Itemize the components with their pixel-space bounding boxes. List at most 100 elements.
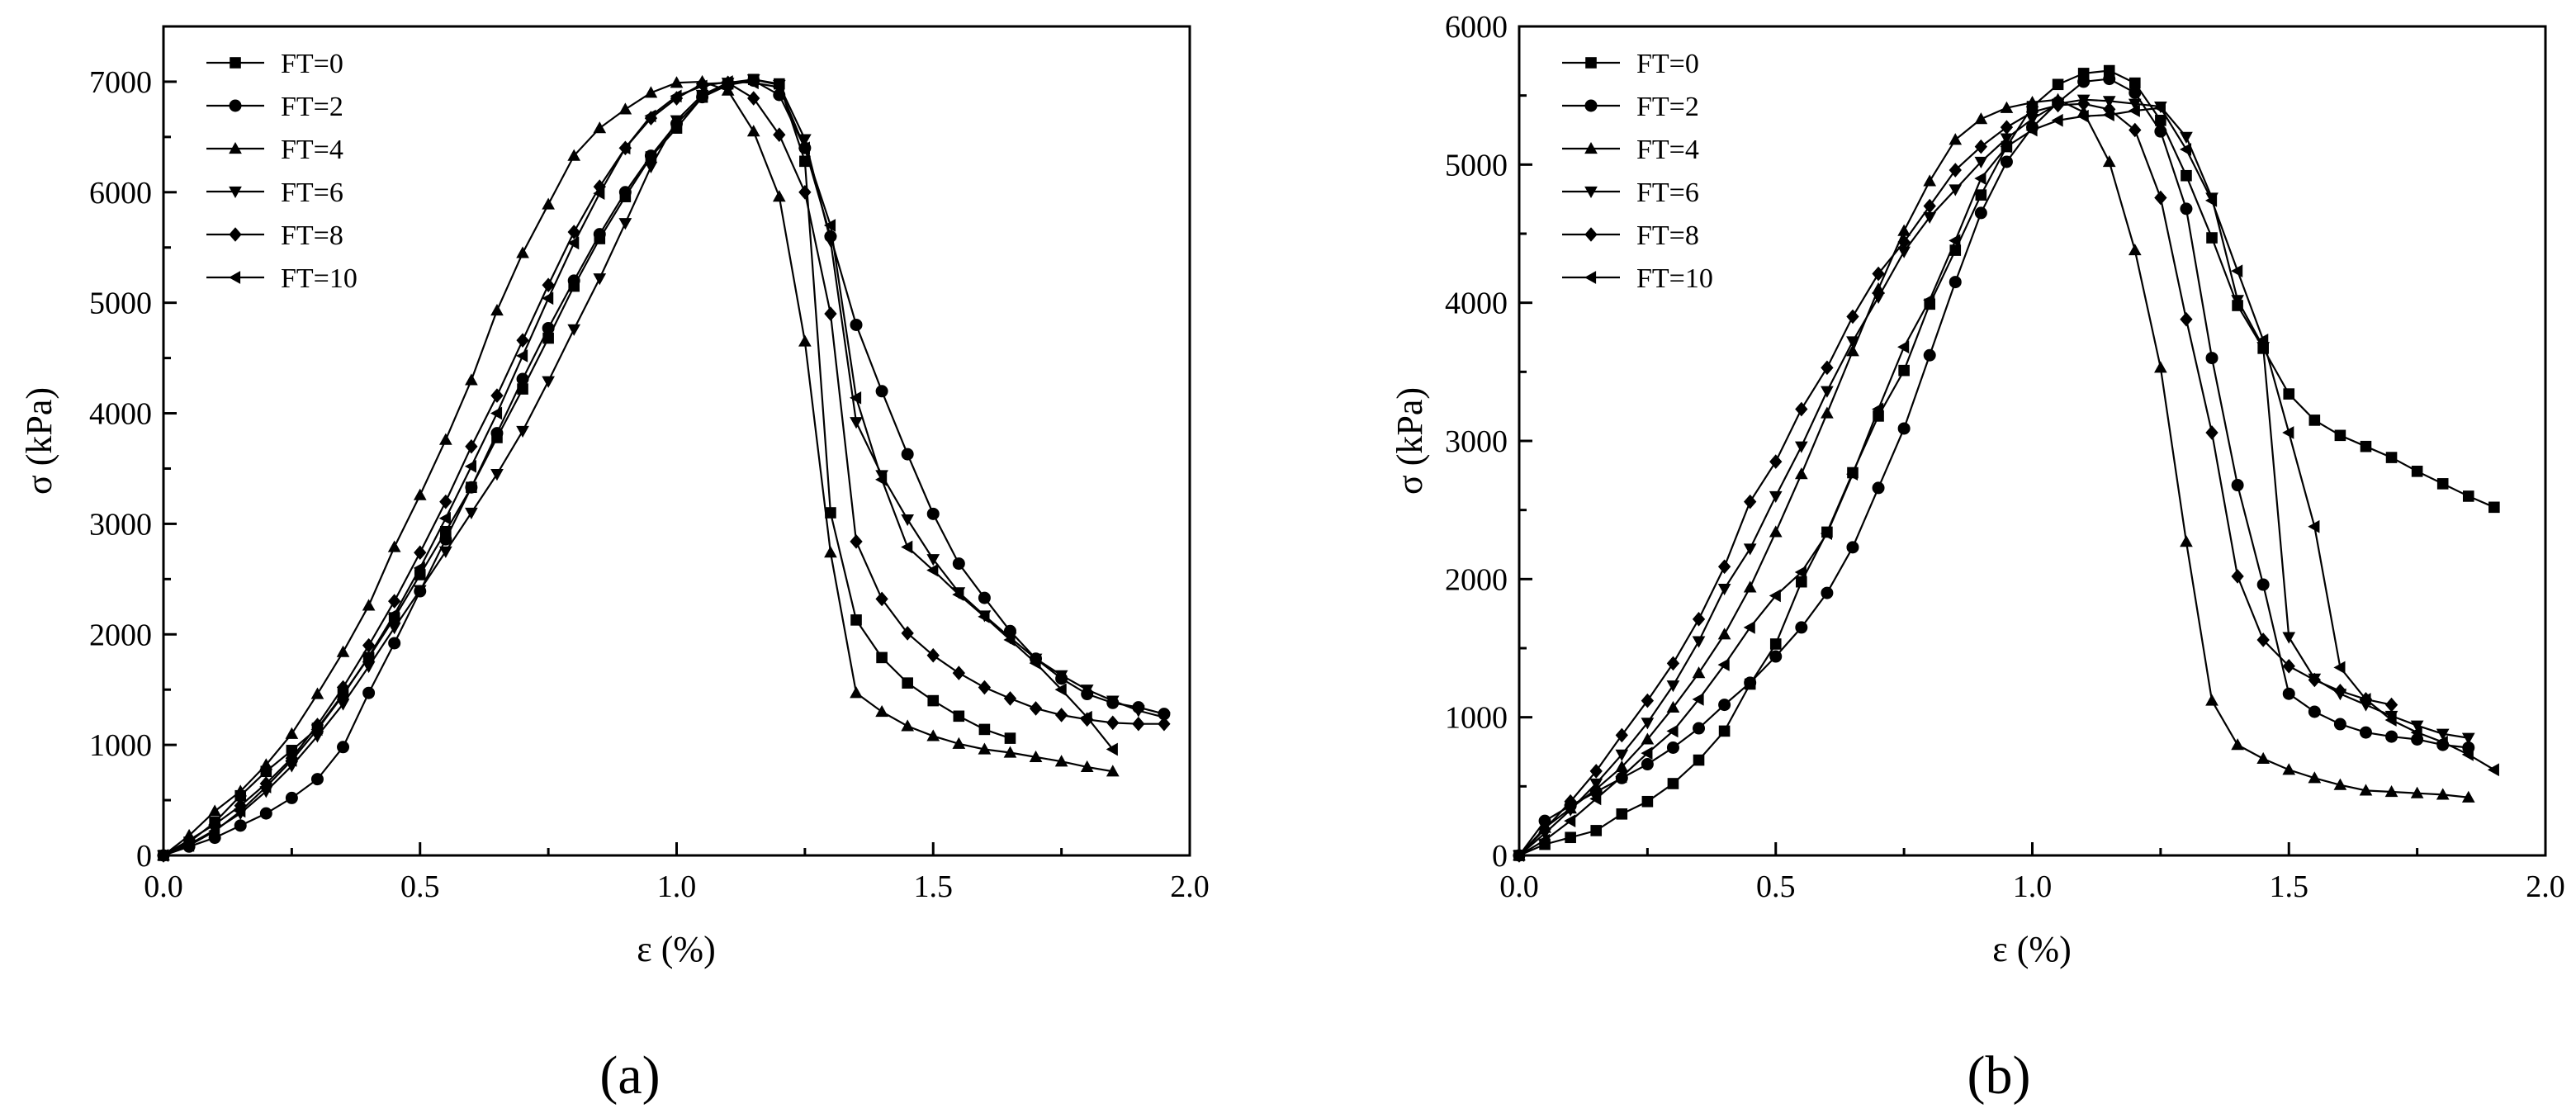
- series-FT=10: [156, 75, 1118, 862]
- data-point: [593, 121, 607, 134]
- x-tick-label: 2.0: [2526, 869, 2565, 904]
- data-point: [1565, 831, 1576, 844]
- data-point: [1923, 293, 1935, 307]
- data-point: [1923, 174, 1937, 187]
- data-point: [1693, 754, 1705, 766]
- data-point: [1106, 742, 1118, 756]
- data-point: [1821, 386, 1834, 398]
- legend-label: FT=6: [1636, 178, 1699, 208]
- data-point: [2461, 732, 2475, 745]
- data-point: [516, 372, 529, 386]
- data-point: [773, 127, 786, 143]
- data-point: [1003, 746, 1017, 758]
- series-FT=4: [1513, 92, 2475, 861]
- data-point: [387, 608, 400, 622]
- x-tick-label: 0.0: [1499, 869, 1539, 904]
- data-point: [1897, 224, 1911, 236]
- data-point: [1106, 695, 1120, 708]
- data-point: [156, 849, 169, 862]
- axis-ticks: [162, 25, 1191, 857]
- data-point: [259, 807, 272, 820]
- data-point: [850, 318, 863, 331]
- data-point: [2204, 193, 2218, 207]
- data-point: [772, 80, 784, 94]
- data-point: [1717, 583, 1731, 596]
- data-point: [2461, 790, 2475, 803]
- data-point: [1589, 792, 1602, 806]
- data-point: [2025, 123, 2038, 137]
- data-point: [593, 273, 607, 286]
- data-point: [310, 773, 324, 786]
- data-point: [1106, 765, 1120, 777]
- data-point: [1821, 586, 1834, 599]
- series-line: [163, 78, 1165, 857]
- data-point: [1846, 309, 1859, 325]
- y-tick-label: 1000: [1445, 701, 1508, 736]
- x-tick-label: 0.5: [400, 869, 440, 904]
- data-point: [516, 425, 529, 438]
- data-point: [1666, 700, 1680, 713]
- data-point: [2025, 104, 2039, 120]
- data-point: [1080, 685, 1094, 697]
- data-point: [2000, 101, 2014, 113]
- data-point: [2051, 113, 2063, 127]
- tick-labels: 0.0 0.5 1.0 1.5 2.0 0 1000 2000 3000 4000 5000 6000: [1445, 10, 2565, 904]
- legend-item: FT=6: [206, 178, 343, 208]
- data-point: [1054, 683, 1067, 697]
- data-point: [1641, 795, 1654, 808]
- data-point: [875, 704, 888, 718]
- data-point: [2308, 519, 2320, 533]
- data-point: [926, 647, 940, 663]
- data-point: [516, 349, 528, 362]
- data-point: [259, 780, 272, 793]
- data-point: [1693, 722, 1706, 735]
- data-point: [2359, 726, 2372, 739]
- legend-item: FT=4: [1562, 135, 1699, 165]
- data-point: [2308, 672, 2321, 688]
- data-point: [952, 737, 966, 749]
- data-point: [2487, 763, 2499, 777]
- data-point: [1589, 778, 1603, 791]
- panel-label: (b): [1968, 1045, 2031, 1106]
- data-point: [310, 687, 324, 699]
- data-point: [182, 839, 195, 852]
- data-point: [2052, 78, 2064, 91]
- legend-label: FT=6: [281, 178, 343, 208]
- data-point: [1564, 814, 1576, 828]
- data-point: [234, 819, 247, 832]
- data-point: [465, 481, 478, 494]
- data-point: [1004, 732, 1016, 744]
- data-point: [1796, 576, 1807, 588]
- legend-item: FT=10: [1562, 263, 1713, 294]
- data-point: [1615, 727, 1628, 743]
- data-point: [1923, 198, 1936, 214]
- y-axis-label: σ (kPa): [19, 387, 59, 495]
- data-point: [2102, 154, 2116, 168]
- data-point: [2000, 120, 2014, 135]
- legend-marker: [229, 227, 242, 242]
- data-point: [1974, 156, 1988, 169]
- data-point: [2282, 658, 2295, 674]
- data-point: [438, 546, 452, 558]
- data-point: [490, 406, 503, 420]
- data-point: [362, 661, 376, 674]
- data-point: [1641, 746, 1653, 760]
- data-point: [1132, 716, 1145, 732]
- axis-ticks: [1518, 25, 2547, 857]
- data-point: [2180, 535, 2193, 547]
- data-point: [952, 666, 965, 680]
- data-point: [285, 727, 299, 739]
- data-point: [1898, 364, 1910, 377]
- data-point: [2333, 718, 2346, 731]
- data-point: [2308, 415, 2321, 426]
- legend-item: FT=8: [206, 220, 343, 251]
- data-point: [439, 533, 452, 546]
- data-point: [1769, 454, 1783, 469]
- data-point: [926, 554, 940, 566]
- data-point: [593, 187, 605, 200]
- data-point: [2180, 131, 2193, 144]
- data-point: [2128, 244, 2142, 256]
- data-point: [1615, 760, 1629, 773]
- data-point: [1846, 344, 1859, 357]
